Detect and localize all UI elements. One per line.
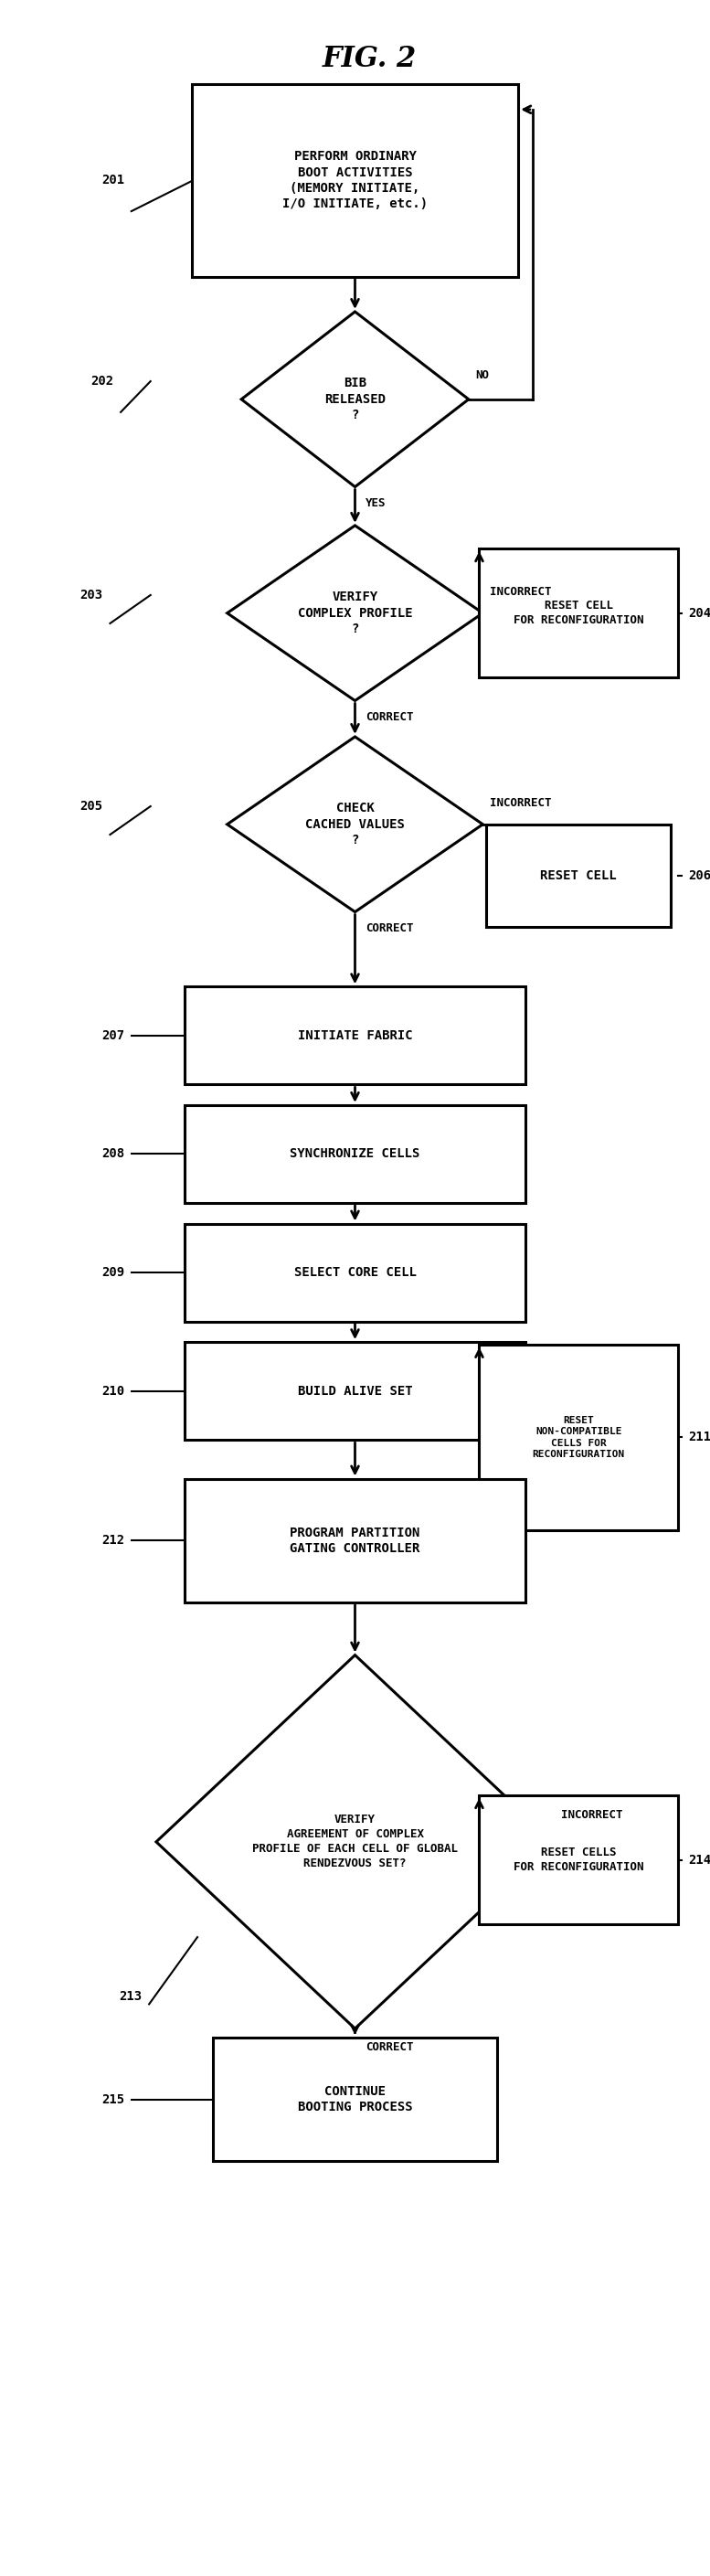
Bar — [479, 1345, 678, 1530]
Text: RESET CELL: RESET CELL — [540, 871, 617, 881]
Text: INCORRECT: INCORRECT — [490, 585, 552, 598]
Text: INITIATE FABRIC: INITIATE FABRIC — [297, 1030, 413, 1041]
Text: CONTINUE
BOOTING PROCESS: CONTINUE BOOTING PROCESS — [297, 2084, 413, 2115]
Text: 214: 214 — [689, 1855, 710, 1865]
Text: INCORRECT: INCORRECT — [561, 1808, 623, 1821]
Text: 203: 203 — [80, 590, 103, 600]
Text: 211: 211 — [689, 1432, 710, 1443]
Bar — [486, 824, 671, 927]
Text: INCORRECT: INCORRECT — [490, 796, 552, 809]
Text: 212: 212 — [102, 1535, 124, 1546]
Text: SYNCHRONIZE CELLS: SYNCHRONIZE CELLS — [290, 1149, 420, 1159]
Polygon shape — [156, 1656, 554, 2030]
Bar — [185, 1479, 525, 1602]
Bar — [185, 1342, 525, 1440]
Text: BIB
RELEASED
?: BIB RELEASED ? — [324, 376, 386, 422]
Text: CORRECT: CORRECT — [366, 2040, 414, 2053]
Text: 204: 204 — [689, 608, 710, 618]
Text: 206: 206 — [689, 871, 710, 881]
Text: BUILD ALIVE SET: BUILD ALIVE SET — [297, 1386, 413, 1396]
Text: 207: 207 — [102, 1030, 124, 1041]
Text: 215: 215 — [102, 2094, 124, 2105]
Bar — [479, 1795, 678, 1924]
Text: 213: 213 — [119, 1991, 142, 2002]
Text: 202: 202 — [91, 376, 114, 386]
Text: SELECT CORE CELL: SELECT CORE CELL — [294, 1267, 416, 1278]
Text: CHECK
CACHED VALUES
?: CHECK CACHED VALUES ? — [305, 801, 405, 848]
Text: 208: 208 — [102, 1149, 124, 1159]
Text: NO: NO — [476, 368, 489, 381]
Text: FIG. 2: FIG. 2 — [322, 44, 416, 75]
Bar — [192, 82, 518, 276]
Text: VERIFY
COMPLEX PROFILE
?: VERIFY COMPLEX PROFILE ? — [297, 590, 413, 636]
Polygon shape — [241, 312, 469, 487]
Text: CORRECT: CORRECT — [366, 711, 414, 724]
Bar — [479, 549, 678, 677]
Text: 201: 201 — [102, 175, 124, 185]
Text: 210: 210 — [102, 1386, 124, 1396]
Text: YES: YES — [366, 497, 386, 510]
Text: CORRECT: CORRECT — [366, 922, 414, 935]
Bar — [213, 2038, 497, 2161]
Polygon shape — [227, 737, 483, 912]
Text: PERFORM ORDINARY
BOOT ACTIVITIES
(MEMORY INITIATE,
I/O INITIATE, etc.): PERFORM ORDINARY BOOT ACTIVITIES (MEMORY… — [283, 149, 427, 211]
Text: RESET CELL
FOR RECONFIGURATION: RESET CELL FOR RECONFIGURATION — [513, 600, 644, 626]
Bar — [185, 987, 525, 1084]
Text: RESET
NON-COMPATIBLE
CELLS FOR
RECONFIGURATION: RESET NON-COMPATIBLE CELLS FOR RECONFIGU… — [532, 1417, 625, 1458]
Text: RESET CELLS
FOR RECONFIGURATION: RESET CELLS FOR RECONFIGURATION — [513, 1847, 644, 1873]
Text: 205: 205 — [80, 801, 103, 811]
Bar — [185, 1224, 525, 1321]
Text: 209: 209 — [102, 1267, 124, 1278]
Polygon shape — [227, 526, 483, 701]
Bar — [185, 1105, 525, 1203]
Text: PROGRAM PARTITION
GATING CONTROLLER: PROGRAM PARTITION GATING CONTROLLER — [290, 1525, 420, 1556]
Text: VERIFY
AGREEMENT OF COMPLEX
PROFILE OF EACH CELL OF GLOBAL
RENDEZVOUS SET?: VERIFY AGREEMENT OF COMPLEX PROFILE OF E… — [252, 1814, 458, 1870]
